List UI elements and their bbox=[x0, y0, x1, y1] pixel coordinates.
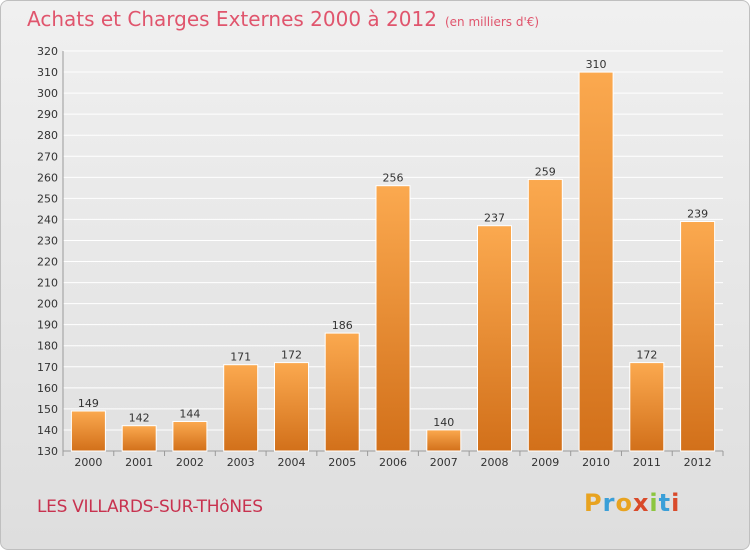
bar bbox=[375, 185, 411, 452]
y-tick-label: 200 bbox=[37, 298, 58, 311]
bar bbox=[223, 364, 259, 452]
data-label: 171 bbox=[230, 351, 251, 364]
brand-letter: t bbox=[658, 489, 672, 517]
brand-letter: i bbox=[649, 489, 659, 517]
x-tick-label: 2006 bbox=[379, 456, 407, 469]
x-tick-label: 2009 bbox=[531, 456, 559, 469]
bar bbox=[426, 429, 462, 452]
data-label: 186 bbox=[332, 319, 353, 332]
data-label: 172 bbox=[636, 349, 657, 362]
bar bbox=[578, 71, 614, 452]
axes: 130 140 150 160 170 180 190 200 210 220 230 240 250 2… bbox=[37, 45, 724, 469]
y-tick-label: 190 bbox=[37, 319, 58, 332]
data-label: 149 bbox=[78, 397, 99, 410]
x-tick-label: 2012 bbox=[684, 456, 712, 469]
y-tick-label: 180 bbox=[37, 340, 58, 353]
brand-letter: o bbox=[615, 489, 633, 517]
brand-letter: P bbox=[584, 489, 603, 517]
y-tick-label: 240 bbox=[37, 213, 58, 226]
data-label: 256 bbox=[383, 172, 404, 185]
brand-letter: x bbox=[632, 489, 650, 517]
y-tick-label: 310 bbox=[37, 66, 58, 79]
bar bbox=[324, 332, 360, 452]
bar bbox=[527, 178, 563, 452]
y-tick-label: 130 bbox=[37, 445, 58, 458]
bar bbox=[629, 362, 665, 452]
x-tick-label: 2003 bbox=[227, 456, 255, 469]
y-tick-label: 260 bbox=[37, 171, 58, 184]
x-tick-label: 2000 bbox=[74, 456, 102, 469]
brand-letter: r bbox=[602, 489, 616, 517]
bar bbox=[172, 421, 208, 452]
x-tick-label: 2011 bbox=[633, 456, 661, 469]
y-tick-label: 300 bbox=[37, 87, 58, 100]
y-tick-label: 280 bbox=[37, 129, 58, 142]
bars bbox=[70, 71, 716, 452]
y-tick-label: 250 bbox=[37, 192, 58, 205]
y-tick-label: 210 bbox=[37, 277, 58, 290]
x-tick-label: 2010 bbox=[582, 456, 610, 469]
location-label: LES VILLARDS-SUR-THôNES bbox=[37, 497, 263, 517]
data-label: 259 bbox=[535, 165, 556, 178]
data-labels: 149 142 144 171 172 186 256 140 237 259 310 172 239 bbox=[78, 58, 708, 429]
bar bbox=[274, 362, 309, 452]
bar bbox=[121, 425, 157, 452]
proxiti-logo[interactable]: Proxiti bbox=[584, 489, 680, 517]
x-tick-label: 2002 bbox=[176, 456, 204, 469]
y-tick-label: 150 bbox=[37, 403, 58, 416]
x-tick-label: 2004 bbox=[277, 456, 305, 469]
y-tick-label: 140 bbox=[37, 424, 58, 437]
bar bbox=[477, 225, 512, 452]
y-tick-label: 220 bbox=[37, 256, 58, 269]
data-label: 142 bbox=[129, 412, 150, 425]
data-label: 140 bbox=[433, 416, 454, 429]
chart-title-text: Achats et Charges Externes 2000 à 2012 bbox=[27, 7, 437, 31]
data-label: 172 bbox=[281, 349, 302, 362]
chart-title: Achats et Charges Externes 2000 à 2012 (e… bbox=[27, 7, 539, 31]
y-tick-label: 160 bbox=[37, 382, 58, 395]
x-tick-label: 2008 bbox=[481, 456, 509, 469]
data-label: 237 bbox=[484, 212, 505, 225]
y-tick-label: 230 bbox=[37, 234, 58, 247]
data-label: 239 bbox=[687, 208, 708, 221]
y-tick-label: 320 bbox=[37, 45, 58, 58]
y-tick-label: 270 bbox=[37, 150, 58, 163]
x-tick-label: 2001 bbox=[125, 456, 153, 469]
brand-letter: i bbox=[671, 489, 681, 517]
bar bbox=[680, 221, 716, 452]
data-label: 144 bbox=[179, 408, 200, 421]
data-label: 310 bbox=[586, 58, 607, 71]
x-tick-label: 2005 bbox=[328, 456, 356, 469]
bar bbox=[70, 410, 106, 452]
y-tick-label: 290 bbox=[37, 108, 58, 121]
chart-unit: (en milliers d'€) bbox=[444, 15, 540, 29]
y-tick-label: 170 bbox=[37, 361, 58, 374]
x-tick-label: 2007 bbox=[430, 456, 458, 469]
